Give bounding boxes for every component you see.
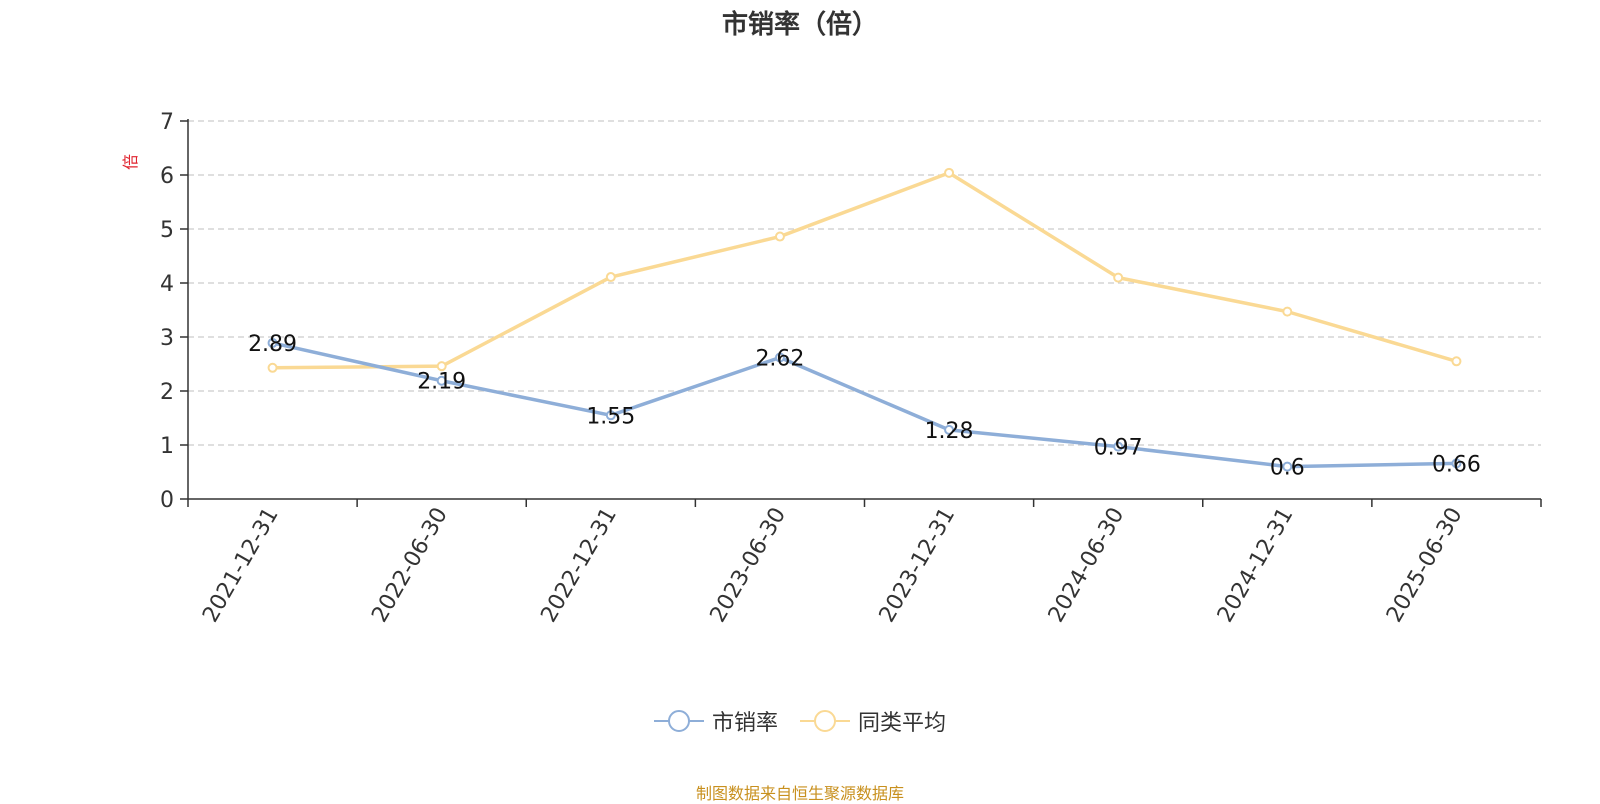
legend-marker-series-1 (800, 710, 850, 732)
y-tick-label-0: 0 (160, 488, 174, 513)
data-label-series-0-0: 2.89 (248, 332, 297, 357)
y-tick-label-3: 3 (160, 326, 174, 351)
series-0-point-6 (1282, 461, 1293, 472)
y-tick-label-5: 5 (160, 218, 174, 243)
chart-title: 市销率（倍） (721, 10, 878, 40)
series-0-point-7 (1451, 458, 1462, 469)
x-tick-label-2024-12-31: 2024-12-31 (1213, 504, 1299, 627)
x-tick-label-2022-12-31: 2022-12-31 (536, 504, 622, 627)
series-1-point-7 (1451, 356, 1462, 367)
series-0-point-2 (605, 410, 616, 421)
data-label-series-0-5: 0.97 (1094, 436, 1143, 461)
series-1-point-1 (436, 361, 447, 372)
x-tick-label-2022-06-30: 2022-06-30 (367, 504, 453, 627)
legend-marker-series-0 (653, 710, 704, 732)
y-tick-label-1: 1 (160, 434, 174, 459)
y-tick-label-2: 2 (160, 380, 174, 405)
x-tick-label-2025-06-30: 2025-06-30 (1382, 504, 1468, 627)
y-tick-label-6: 6 (160, 164, 174, 189)
data-label-series-0-4: 1.28 (925, 419, 974, 444)
line-chart: 0 1 2 3 4 5 6 7 倍 2021-12-31 2022-06-30 2022-12-31 2… (121, 110, 1542, 627)
series-line-0 (272, 341, 1457, 469)
series-0-point-0 (267, 337, 278, 348)
series-0-point-3 (774, 352, 785, 363)
data-source-note: 制图数据来自恒生聚源数据库 (695, 784, 904, 803)
data-label-series-0-6: 0.6 (1270, 456, 1305, 481)
series-1-point-6 (1282, 306, 1293, 317)
x-tick-label-2023-06-30: 2023-06-30 (706, 504, 792, 627)
x-tick-label-2021-12-31: 2021-12-31 (198, 504, 284, 627)
data-label-series-0-1: 2.19 (417, 370, 466, 395)
series-1-point-2 (605, 272, 616, 283)
series-1-point-5 (1113, 272, 1124, 283)
legend: 市销率 同类平均 (0, 705, 1600, 737)
x-tick-label-2023-12-31: 2023-12-31 (875, 504, 961, 627)
series-1-point-3 (774, 231, 785, 242)
y-axis-unit-label: 倍 (121, 154, 140, 170)
series-1-point-4 (944, 167, 955, 178)
data-label-series-0-2: 1.55 (586, 404, 635, 429)
series-line-1 (272, 171, 1457, 370)
y-tick-label-7: 7 (160, 110, 174, 135)
data-label-series-0-3: 2.62 (755, 347, 804, 372)
data-label-series-0-7: 0.66 (1432, 452, 1481, 477)
series-0-point-4 (944, 424, 955, 435)
y-tick-label-4: 4 (160, 272, 174, 297)
series-0-point-1 (436, 375, 447, 386)
x-tick-label-2024-06-30: 2024-06-30 (1044, 504, 1130, 627)
legend-label-series-1: 同类平均 (858, 711, 947, 736)
legend-item-series-1[interactable]: 同类平均 (800, 705, 946, 737)
legend-label-series-0: 市销率 (711, 711, 778, 736)
legend-item-series-0[interactable]: 市销率 (653, 705, 778, 737)
series-1-point-0 (267, 362, 278, 373)
series-0-point-5 (1113, 441, 1124, 452)
